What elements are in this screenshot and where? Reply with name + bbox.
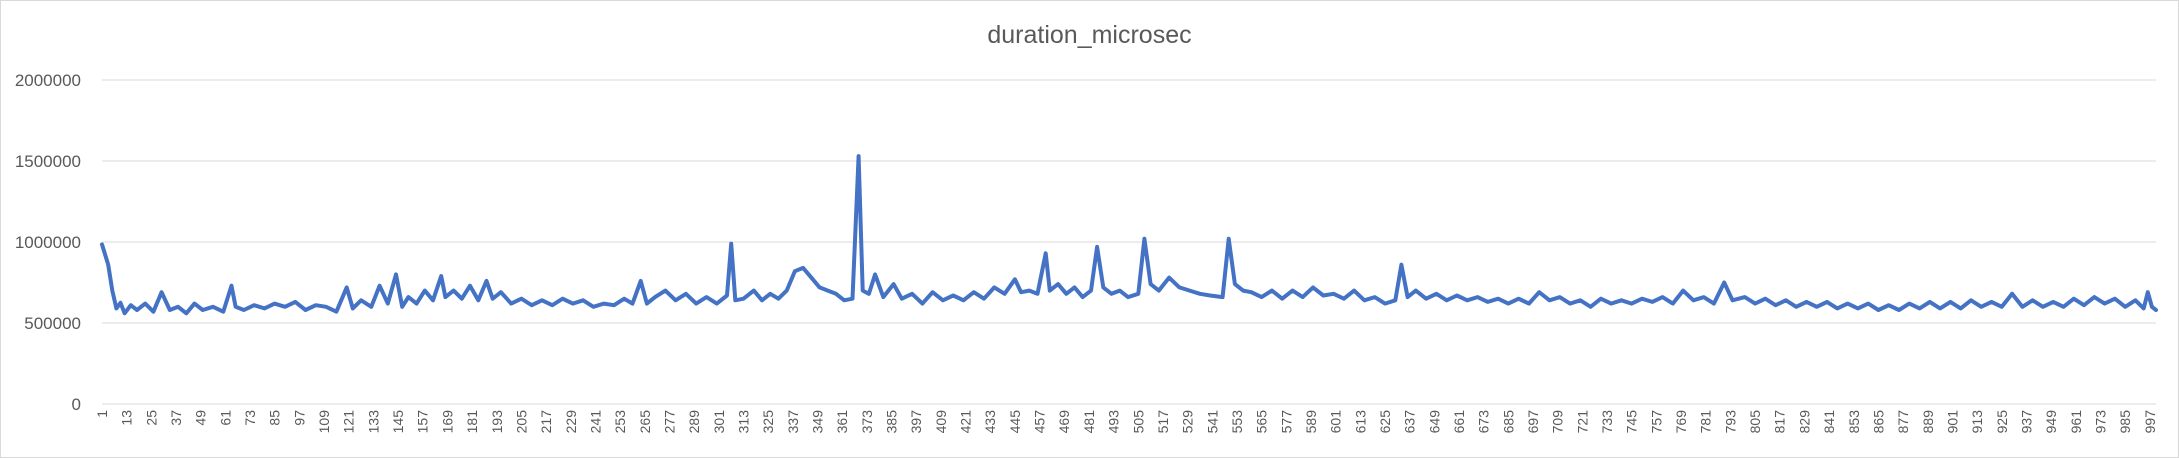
x-tick-label: 217 xyxy=(538,410,554,434)
x-tick-label: 157 xyxy=(415,410,431,434)
x-tick-label: 457 xyxy=(1032,410,1048,434)
x-tick-label: 961 xyxy=(2068,410,2084,434)
x-tick-label: 829 xyxy=(1796,410,1812,434)
x-tick-label: 613 xyxy=(1352,410,1368,434)
x-tick-label: 421 xyxy=(958,410,974,434)
x-tick-label: 793 xyxy=(1722,410,1738,434)
x-tick-label: 493 xyxy=(1106,410,1122,434)
x-tick-label: 565 xyxy=(1254,410,1270,434)
x-tick-label: 685 xyxy=(1500,410,1516,434)
y-tick-label: 1500000 xyxy=(15,152,81,171)
x-tick-label: 781 xyxy=(1698,410,1714,434)
y-tick-label: 1000000 xyxy=(15,233,81,252)
x-tick-label: 361 xyxy=(834,410,850,434)
x-tick-label: 109 xyxy=(316,410,332,434)
x-axis-tick-labels: 1 13 25 37 49 61 73 85 97 109 121 133 145 157 169 181 19… xyxy=(94,410,2158,434)
x-tick-label: 253 xyxy=(612,410,628,434)
x-tick-label: 937 xyxy=(2018,410,2034,434)
x-tick-label: 277 xyxy=(661,410,677,434)
x-tick-label: 301 xyxy=(711,410,727,434)
x-tick-label: 265 xyxy=(637,410,653,434)
x-tick-label: 13 xyxy=(119,410,135,426)
x-tick-label: 697 xyxy=(1525,410,1541,434)
x-tick-label: 337 xyxy=(785,410,801,434)
x-tick-label: 481 xyxy=(1081,410,1097,434)
x-tick-label: 853 xyxy=(1846,410,1862,434)
y-tick-label: 0 xyxy=(72,395,81,414)
x-tick-label: 721 xyxy=(1574,410,1590,434)
x-tick-label: 733 xyxy=(1599,410,1615,434)
x-tick-label: 973 xyxy=(2092,410,2108,434)
x-tick-label: 409 xyxy=(933,410,949,434)
x-tick-label: 625 xyxy=(1377,410,1393,434)
x-tick-label: 925 xyxy=(1994,410,2010,434)
x-tick-label: 313 xyxy=(735,410,751,434)
series-line xyxy=(100,154,2158,316)
x-tick-label: 673 xyxy=(1476,410,1492,434)
x-tick-label: 649 xyxy=(1426,410,1442,434)
x-tick-label: 49 xyxy=(193,410,209,426)
x-tick-label: 169 xyxy=(439,410,455,434)
x-tick-label: 505 xyxy=(1130,410,1146,434)
x-tick-label: 397 xyxy=(908,410,924,434)
x-tick-label: 133 xyxy=(365,410,381,434)
x-tick-label: 205 xyxy=(513,410,529,434)
x-tick-label: 637 xyxy=(1402,410,1418,434)
x-tick-label: 709 xyxy=(1550,410,1566,434)
x-tick-label: 901 xyxy=(1944,410,1960,434)
x-tick-label: 985 xyxy=(2117,410,2133,434)
x-tick-label: 865 xyxy=(1870,410,1886,434)
x-tick-label: 1 xyxy=(94,410,110,418)
gridlines xyxy=(102,79,2156,405)
x-tick-label: 373 xyxy=(859,410,875,434)
x-tick-label: 241 xyxy=(587,410,603,434)
x-tick-label: 745 xyxy=(1624,410,1640,434)
x-tick-label: 841 xyxy=(1821,410,1837,434)
x-tick-label: 949 xyxy=(2043,410,2059,434)
x-tick-label: 889 xyxy=(1920,410,1936,434)
x-tick-label: 325 xyxy=(760,410,776,434)
x-tick-label: 349 xyxy=(810,410,826,434)
x-tick-label: 289 xyxy=(686,410,702,434)
x-tick-label: 445 xyxy=(1007,410,1023,434)
x-tick-label: 877 xyxy=(1895,410,1911,434)
x-tick-label: 97 xyxy=(291,410,307,426)
x-tick-label: 541 xyxy=(1204,410,1220,434)
x-tick-label: 517 xyxy=(1155,410,1171,434)
x-tick-label: 73 xyxy=(242,410,258,426)
x-tick-label: 193 xyxy=(489,410,505,434)
x-tick-label: 61 xyxy=(217,410,233,426)
x-tick-label: 553 xyxy=(1229,410,1245,434)
x-tick-label: 145 xyxy=(390,410,406,434)
x-tick-label: 385 xyxy=(884,410,900,434)
x-tick-label: 85 xyxy=(267,410,283,426)
x-tick-label: 529 xyxy=(1180,410,1196,434)
x-tick-label: 997 xyxy=(2142,410,2158,434)
chart-title: duration_microsec xyxy=(987,21,1192,49)
x-tick-label: 817 xyxy=(1772,410,1788,434)
x-tick-label: 589 xyxy=(1303,410,1319,434)
x-tick-label: 661 xyxy=(1451,410,1467,434)
series-layer xyxy=(100,154,2158,316)
x-tick-label: 913 xyxy=(1969,410,1985,434)
x-tick-label: 757 xyxy=(1648,410,1664,434)
x-tick-label: 37 xyxy=(168,410,184,426)
x-tick-label: 433 xyxy=(982,410,998,434)
x-tick-label: 805 xyxy=(1747,410,1763,434)
x-tick-label: 229 xyxy=(563,410,579,434)
x-tick-label: 601 xyxy=(1328,410,1344,434)
x-tick-label: 577 xyxy=(1278,410,1294,434)
y-axis-tick-labels: 0 500000 1000000 1500000 2000000 xyxy=(15,71,81,414)
x-tick-label: 469 xyxy=(1056,410,1072,434)
x-tick-label: 121 xyxy=(341,410,357,434)
x-tick-label: 181 xyxy=(464,410,480,434)
x-tick-label: 769 xyxy=(1673,410,1689,434)
y-tick-label: 500000 xyxy=(24,314,81,333)
x-tick-label: 25 xyxy=(143,410,159,426)
y-tick-label: 2000000 xyxy=(15,71,81,90)
